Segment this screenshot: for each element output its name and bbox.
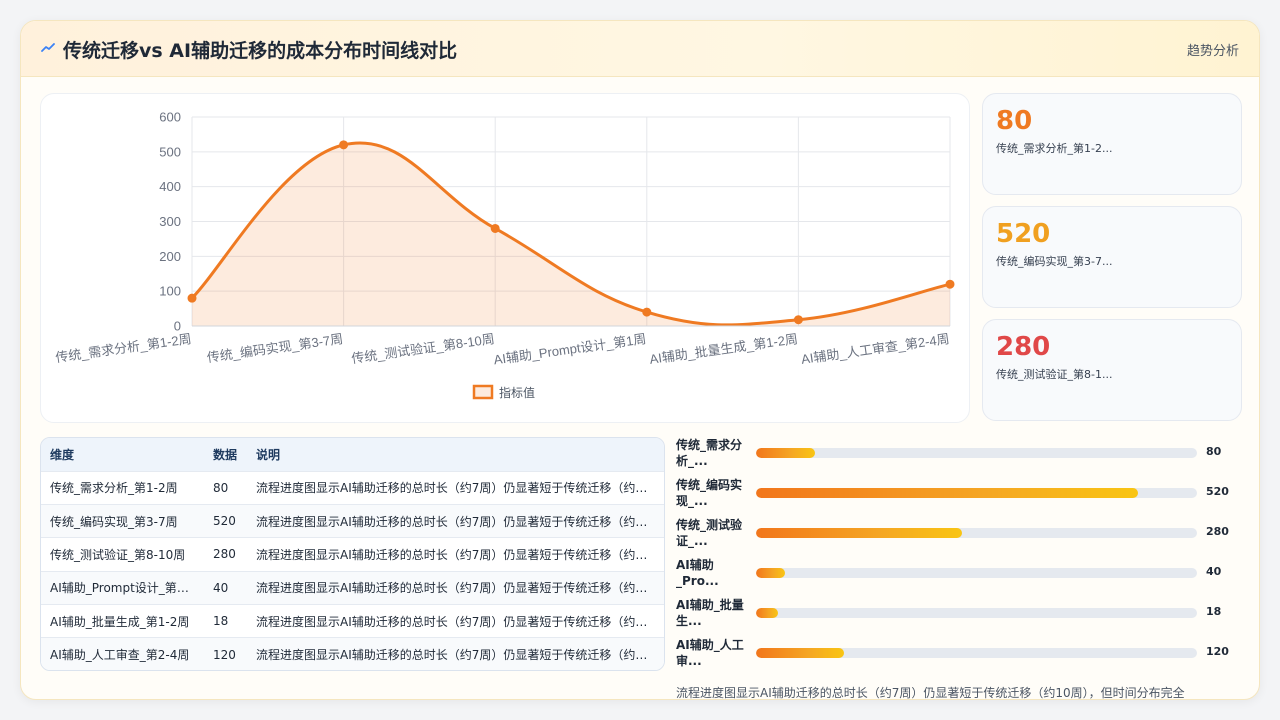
y-tick-label: 600 — [159, 110, 181, 125]
bar-track — [756, 488, 1197, 498]
x-tick-label: AI辅助_人工审查_第2-4周 — [800, 331, 950, 367]
stat-label: 传统_需求分析_第1-2... — [996, 142, 1113, 155]
cell-description: 流程进度图显示AI辅助迁移的总时长（约7周）仍显著短于传统迁移（约10周） — [256, 514, 664, 529]
bar-value: 280 — [1206, 525, 1229, 538]
table-header-row: 维度 数据 说明 — [41, 438, 664, 471]
stat-value: 280 — [996, 332, 1051, 362]
cell-value: 520 — [213, 514, 236, 529]
bar-value: 520 — [1206, 485, 1229, 498]
table-row: 传统_需求分析_第1-2周 80 流程进度图显示AI辅助迁移的总时长（约7周）仍… — [41, 471, 664, 505]
header-bar: 传统迁移vs AI辅助迁移的成本分布时间线对比 趋势分析 — [21, 21, 1259, 77]
bar-fill — [756, 448, 815, 458]
cell-value: 40 — [213, 580, 229, 595]
y-tick-label: 0 — [174, 319, 181, 334]
cell-value: 18 — [213, 614, 229, 629]
dashboard-card: 传统迁移vs AI辅助迁移的成本分布时间线对比 趋势分析 0 100 200 300 4… — [20, 20, 1260, 700]
stat-label: 传统_编码实现_第3-7... — [996, 255, 1113, 268]
bar-fill — [756, 608, 779, 618]
legend-label[interactable]: 指标值 — [499, 385, 535, 400]
bar-track — [756, 528, 1197, 538]
bar-label: 传统_测试验证_... — [676, 518, 743, 548]
cell-dimension: 传统_编码实现_第3-7周 — [50, 514, 178, 529]
x-tick-label: 传统_需求分析_第1-2周 — [54, 331, 192, 365]
data-point[interactable] — [642, 307, 652, 317]
cell-dimension: 传统_需求分析_第1-2周 — [50, 481, 178, 496]
column-header-value: 数据 — [213, 447, 238, 462]
bar-value: 80 — [1206, 445, 1222, 458]
stat-card: 80 传统_需求分析_第1-2... — [982, 93, 1242, 195]
bar-row: AI辅助_人工审... 120 — [676, 637, 1236, 677]
bar-value: 18 — [1206, 605, 1222, 618]
cell-dimension: AI辅助_Prompt设计_第1周 — [50, 581, 197, 596]
trend-analysis-tag[interactable]: 趋势分析 — [1186, 44, 1239, 59]
stat-card: 280 传统_测试验证_第8-1... — [982, 319, 1242, 421]
bar-value: 40 — [1206, 565, 1222, 578]
summary-note: 流程进度图显示AI辅助迁移的总时长（约7周）仍显著短于传统迁移（约10周），但时… — [676, 686, 1185, 700]
bar-row: 传统_需求分析_... 80 — [676, 437, 1236, 477]
x-tick-label: AI辅助_Prompt设计_第1周 — [493, 331, 647, 367]
bar-track — [756, 648, 1197, 658]
bar-label: AI辅助_Pro... — [676, 558, 719, 588]
bar-fill — [756, 568, 786, 578]
table-row: 传统_测试验证_第8-10周 280 流程进度图显示AI辅助迁移的总时长（约7周… — [41, 537, 664, 572]
stat-label: 传统_测试验证_第8-1... — [996, 368, 1113, 381]
page-title: 传统迁移vs AI辅助迁移的成本分布时间线对比 — [63, 40, 458, 62]
data-point[interactable] — [187, 293, 197, 303]
cell-value: 120 — [213, 647, 236, 662]
bar-track — [756, 568, 1197, 578]
y-tick-label: 300 — [159, 214, 181, 229]
bar-fill — [756, 528, 962, 538]
table-row: 传统_编码实现_第3-7周 520 流程进度图显示AI辅助迁移的总时长（约7周）… — [41, 504, 664, 538]
cell-dimension: AI辅助_批量生成_第1-2周 — [50, 614, 190, 629]
table-row: AI辅助_Prompt设计_第1周 40 流程进度图显示AI辅助迁移的总时长（约… — [41, 571, 664, 605]
y-tick-label: 100 — [159, 284, 181, 299]
cell-dimension: AI辅助_人工审查_第2-4周 — [50, 648, 190, 663]
cell-description: 流程进度图显示AI辅助迁移的总时长（约7周）仍显著短于传统迁移（约10周） — [256, 581, 664, 596]
y-tick-label: 500 — [159, 144, 181, 159]
bar-row: AI辅助_批量生... 18 — [676, 597, 1236, 637]
cell-description: 流程进度图显示AI辅助迁移的总时长（约7周）仍显著短于传统迁移（约10周） — [256, 614, 664, 629]
cell-dimension: 传统_测试验证_第8-10周 — [50, 547, 186, 562]
table-row: AI辅助_批量生成_第1-2周 18 流程进度图显示AI辅助迁移的总时长（约7周… — [41, 604, 664, 638]
y-tick-label: 200 — [159, 249, 181, 264]
data-point[interactable] — [793, 315, 803, 325]
cell-value: 80 — [213, 480, 229, 495]
stat-value: 80 — [996, 106, 1033, 136]
cell-description: 流程进度图显示AI辅助迁移的总时长（约7周）仍显著短于传统迁移（约10周） — [256, 547, 664, 562]
cell-description: 流程进度图显示AI辅助迁移的总时长（约7周）仍显著短于传统迁移（约10周） — [256, 648, 664, 663]
bar-row: 传统_测试验证_... 280 — [676, 517, 1236, 557]
stat-card: 520 传统_编码实现_第3-7... — [982, 206, 1242, 308]
trend-line-icon — [41, 43, 55, 52]
x-tick-label: AI辅助_批量生成_第1-2周 — [649, 331, 799, 367]
bar-row: 传统_编码实现_... 520 — [676, 477, 1236, 517]
cell-description: 流程进度图显示AI辅助迁移的总时长（约7周）仍显著短于传统迁移（约10周） — [256, 481, 664, 496]
cell-value: 280 — [213, 547, 236, 562]
bar-label: 传统_需求分析_... — [676, 438, 743, 468]
bar-track — [756, 448, 1197, 458]
bar-row: AI辅助_Pro... 40 — [676, 557, 1236, 597]
line-chart-panel: 0 100 200 300 400 500 600 传统_需求分析_第1-2周 传统_编码实现_… — [40, 93, 970, 423]
data-point[interactable] — [339, 140, 349, 150]
column-header-dimension: 维度 — [50, 447, 75, 462]
series-line — [190, 141, 951, 327]
stat-value: 520 — [996, 219, 1051, 249]
bar-track — [756, 608, 1197, 618]
x-tick-label: 传统_编码实现_第3-7周 — [206, 331, 344, 365]
data-table: 维度 数据 说明 传统_需求分析_第1-2周 80 流程进度图显示AI辅助迁移的… — [40, 437, 665, 671]
area-chart: 0 100 200 300 400 500 600 传统_需求分析_第1-2周 传统_编码实现_… — [54, 110, 955, 400]
series-area-fill — [192, 142, 950, 326]
table-row: AI辅助_人工审查_第2-4周 120 流程进度图显示AI辅助迁移的总时长（约7… — [41, 637, 664, 670]
bar-fill — [756, 648, 845, 658]
bar-label: 传统_编码实现_... — [676, 478, 743, 508]
bar-label: AI辅助_人工审... — [676, 638, 744, 668]
legend-swatch[interactable] — [472, 384, 494, 400]
y-tick-label: 400 — [159, 179, 181, 194]
column-header-description: 说明 — [256, 447, 281, 462]
bar-label: AI辅助_批量生... — [676, 598, 744, 628]
data-point[interactable] — [945, 279, 955, 289]
data-point[interactable] — [490, 223, 500, 233]
bar-value: 120 — [1206, 645, 1229, 658]
x-tick-label: 传统_测试验证_第8-10周 — [350, 331, 495, 366]
bar-fill — [756, 488, 1139, 498]
